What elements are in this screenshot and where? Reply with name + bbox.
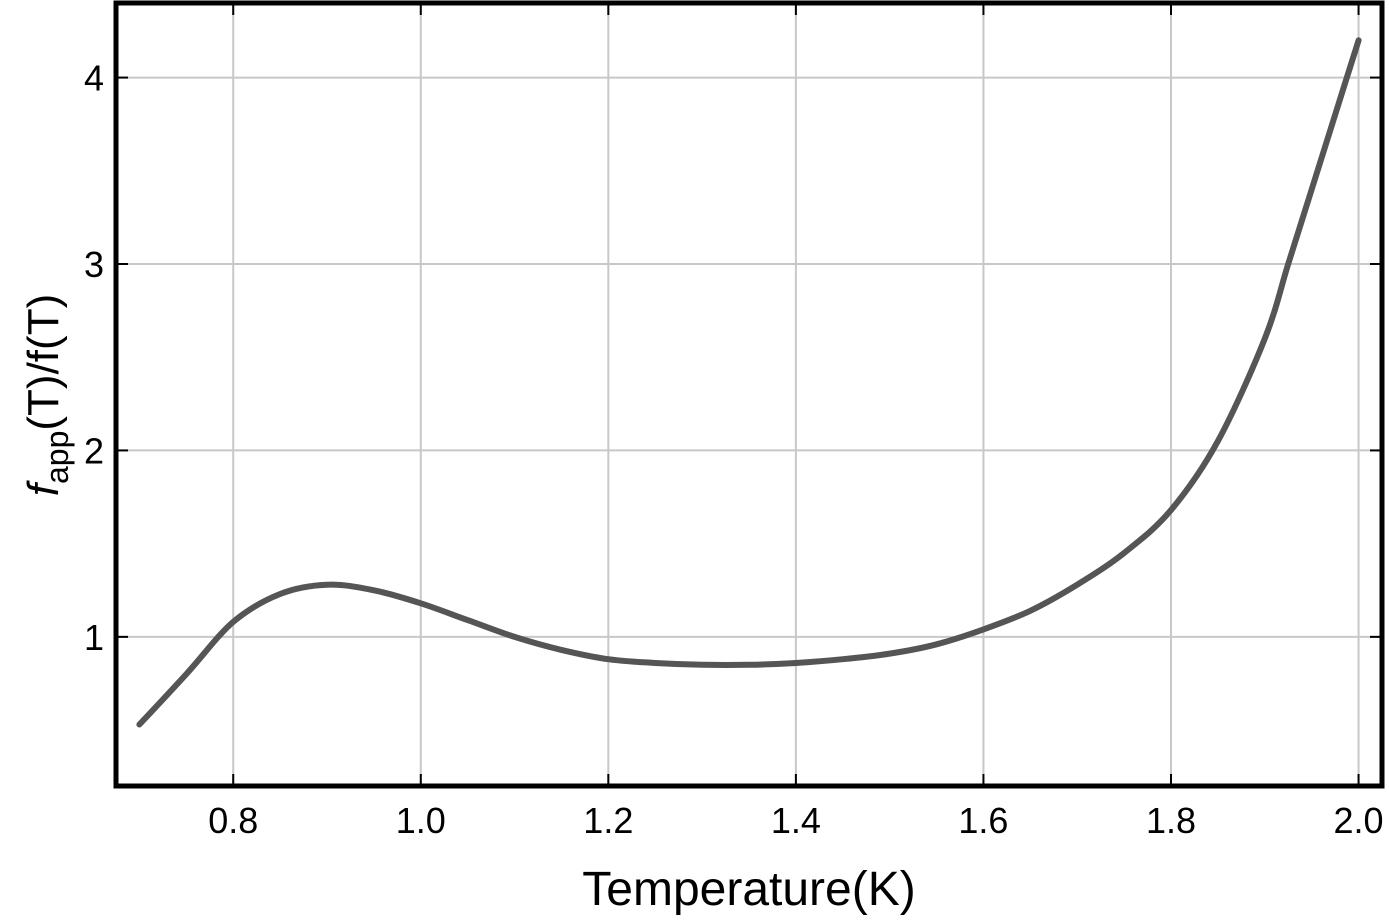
y-tick-label: 2 <box>84 430 104 471</box>
y-tick-label: 4 <box>84 58 104 99</box>
y-tick-labels: 1 2 3 4 <box>84 58 104 658</box>
x-tick-label: 1.4 <box>771 800 821 841</box>
y-tick-label: 3 <box>84 244 104 285</box>
x-tick-labels: 0.8 1.0 1.2 1.4 1.6 1.8 2.0 <box>208 800 1383 841</box>
axis-ticks <box>116 3 1382 786</box>
x-tick-label: 1.8 <box>1146 800 1196 841</box>
x-tick-label: 0.8 <box>208 800 258 841</box>
x-tick-label: 1.6 <box>958 800 1008 841</box>
plot-frame <box>113 0 1385 789</box>
y-axis-label-subscript: app <box>39 431 75 484</box>
y-axis-label-rest: (T)/f(T) <box>19 294 68 431</box>
x-tick-label: 1.2 <box>583 800 633 841</box>
y-tick-label: 1 <box>84 617 104 658</box>
series-line <box>136 37 1362 728</box>
x-tick-label: 2.0 <box>1334 800 1384 841</box>
grid-lines <box>116 3 1382 786</box>
x-axis-label: Temperature(K) <box>582 863 915 916</box>
x-tick-label: 1.0 <box>396 800 446 841</box>
y-axis-label: fapp(T)/f(T) <box>19 294 75 496</box>
